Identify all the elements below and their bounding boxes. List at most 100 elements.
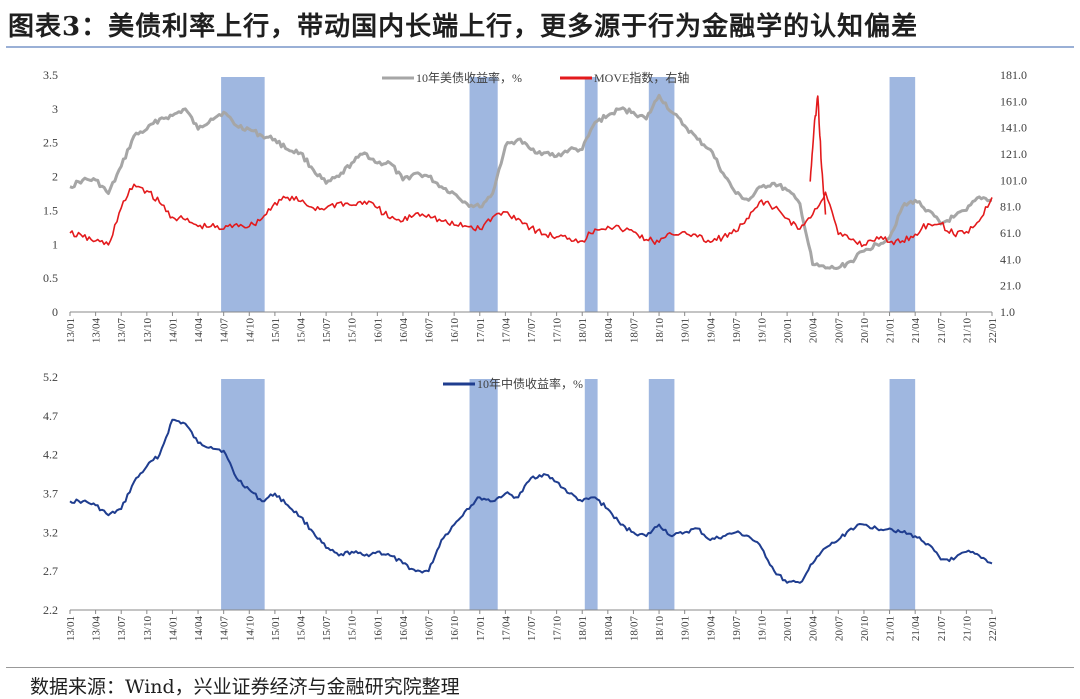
x-tick-label: 16/01: [372, 616, 384, 641]
x-tick-label: 13/07: [116, 318, 128, 344]
x-tick-label: 19/07: [731, 318, 743, 344]
x-tick-label: 15/01: [270, 318, 282, 343]
series-line-0: [69, 418, 993, 584]
x-tick-label: 18/10: [654, 318, 666, 344]
legend-label-0: 10年中债收益率，%: [477, 376, 583, 391]
x-tick-label: 15/10: [347, 318, 359, 344]
y-tick-label-left: 4.7: [43, 409, 58, 423]
bottom-legend: 10年中债收益率，%: [443, 376, 583, 391]
footer-divider: [6, 667, 1074, 668]
x-tick-label: 18/01: [577, 318, 589, 343]
shaded-period-1: [469, 379, 498, 610]
x-tick-label: 20/04: [808, 616, 820, 642]
x-tick-label: 19/04: [705, 318, 717, 344]
legend-label-0: 10年美债收益率，%: [416, 70, 522, 85]
x-tick-label: 20/07: [833, 616, 845, 642]
y-tick-label-left: 2.5: [43, 136, 58, 150]
x-tick-label: 18/01: [577, 616, 589, 641]
legend-label-1: MOVE指数，右轴: [594, 70, 689, 85]
x-tick-label: 14/07: [219, 616, 231, 642]
y-tick-label-left: 0.5: [43, 271, 58, 285]
x-tick-label: 15/04: [296, 318, 308, 344]
x-tick-label: 18/07: [628, 616, 640, 642]
x-tick-label: 22/01: [987, 318, 999, 343]
top-series-lines: [69, 93, 993, 270]
y-tick-label-left: 2.7: [43, 564, 58, 578]
y-tick-label-right: 61.0: [1000, 226, 1021, 240]
top-legend: 10年美债收益率，% MOVE指数，右轴: [382, 70, 689, 85]
x-tick-label: 17/07: [526, 318, 538, 344]
x-tick-label: 13/10: [142, 616, 154, 642]
x-tick-label: 13/10: [142, 318, 154, 344]
x-tick-label: 22/01: [987, 616, 999, 641]
x-tick-label: 17/10: [552, 616, 564, 642]
x-tick-label: 15/07: [321, 318, 333, 344]
x-tick-label: 17/01: [475, 318, 487, 343]
x-tick-label: 13/04: [91, 318, 103, 344]
page-title: 图表3：美债利率上行，带动国内长端上行，更多源于行为金融学的认知偏差: [8, 12, 919, 42]
x-tick-label: 17/10: [552, 318, 564, 344]
x-tick-label: 19/10: [757, 318, 769, 344]
x-tick-label: 14/04: [193, 616, 205, 642]
x-tick-label: 14/04: [193, 318, 205, 344]
x-tick-label: 19/01: [680, 616, 692, 641]
x-tick-label: 15/01: [270, 616, 282, 641]
chart-canvas: 13/01 13/04 13/07 13/10 14/01 14/04 14/07 14/10…: [43, 68, 1027, 641]
x-tick-label: 14/10: [244, 616, 256, 642]
x-tick-label: 16/10: [449, 318, 461, 344]
x-tick-label: 20/07: [833, 318, 845, 344]
x-tick-label: 17/04: [500, 616, 512, 642]
x-tick-label: 19/01: [680, 318, 692, 343]
bottom-shaded-periods: [221, 379, 916, 610]
y-tick-label-right: 181.0: [1000, 68, 1027, 82]
y-tick-label-right: 161.0: [1000, 94, 1027, 108]
y-tick-label-left: 3: [52, 102, 58, 116]
series-line-1: [69, 183, 993, 248]
x-tick-label: 18/10: [654, 616, 666, 642]
y-tick-label-left: 3.5: [43, 68, 58, 82]
x-tick-label: 17/07: [526, 616, 538, 642]
title-divider: [6, 46, 1074, 48]
x-tick-label: 16/04: [398, 318, 410, 344]
y-tick-label-left: 3.2: [43, 525, 58, 539]
x-tick-label: 21/01: [885, 616, 897, 641]
x-tick-label: 14/10: [244, 318, 256, 344]
x-tick-label: 14/01: [167, 616, 179, 641]
shaded-period-0: [221, 379, 265, 610]
y-tick-label-left: 1: [52, 237, 58, 251]
y-tick-label-right: 81.0: [1000, 200, 1021, 214]
y-tick-label-right: 1.0: [1000, 305, 1015, 319]
shaded-period-3: [648, 77, 675, 312]
x-tick-label: 20/01: [782, 616, 794, 641]
x-tick-label: 21/01: [885, 318, 897, 343]
x-tick-label: 16/10: [449, 616, 461, 642]
x-tick-label: 21/07: [936, 616, 948, 642]
y-tick-label-left: 2.2: [43, 603, 58, 617]
shaded-period-0: [221, 77, 265, 312]
us-yield-move-chart: 13/01 13/04 13/07 13/10 14/01 14/04 14/07 14/10…: [43, 68, 1027, 343]
x-tick-label: 15/04: [296, 616, 308, 642]
x-tick-label: 14/01: [167, 318, 179, 343]
shaded-period-2: [584, 379, 598, 610]
x-tick-label: 19/07: [731, 616, 743, 642]
x-tick-label: 13/04: [91, 616, 103, 642]
bottom-axes: 13/01 13/04 13/07 13/10 14/01 14/04 14/07 14/10…: [43, 370, 999, 641]
y-tick-label-left: 3.7: [43, 487, 58, 501]
x-tick-label: 21/04: [910, 318, 922, 344]
top-shaded-periods: [221, 77, 916, 312]
y-tick-label-left: 4.2: [43, 448, 58, 462]
x-tick-label: 19/04: [705, 616, 717, 642]
x-tick-label: 21/10: [961, 318, 973, 344]
x-tick-label: 20/10: [859, 616, 871, 642]
y-tick-label-right: 41.0: [1000, 252, 1021, 266]
source-note: 数据来源：Wind，兴业证券经济与金融研究院整理: [30, 676, 460, 698]
x-tick-label: 19/10: [757, 616, 769, 642]
shaded-period-2: [584, 77, 598, 312]
shaded-period-3: [648, 379, 675, 610]
y-tick-label-left: 2: [52, 170, 58, 184]
x-tick-label: 16/07: [424, 616, 436, 642]
x-tick-label: 18/04: [603, 616, 615, 642]
x-tick-label: 15/07: [321, 616, 333, 642]
series-line-0: [69, 93, 992, 270]
x-tick-label: 13/07: [116, 616, 128, 642]
